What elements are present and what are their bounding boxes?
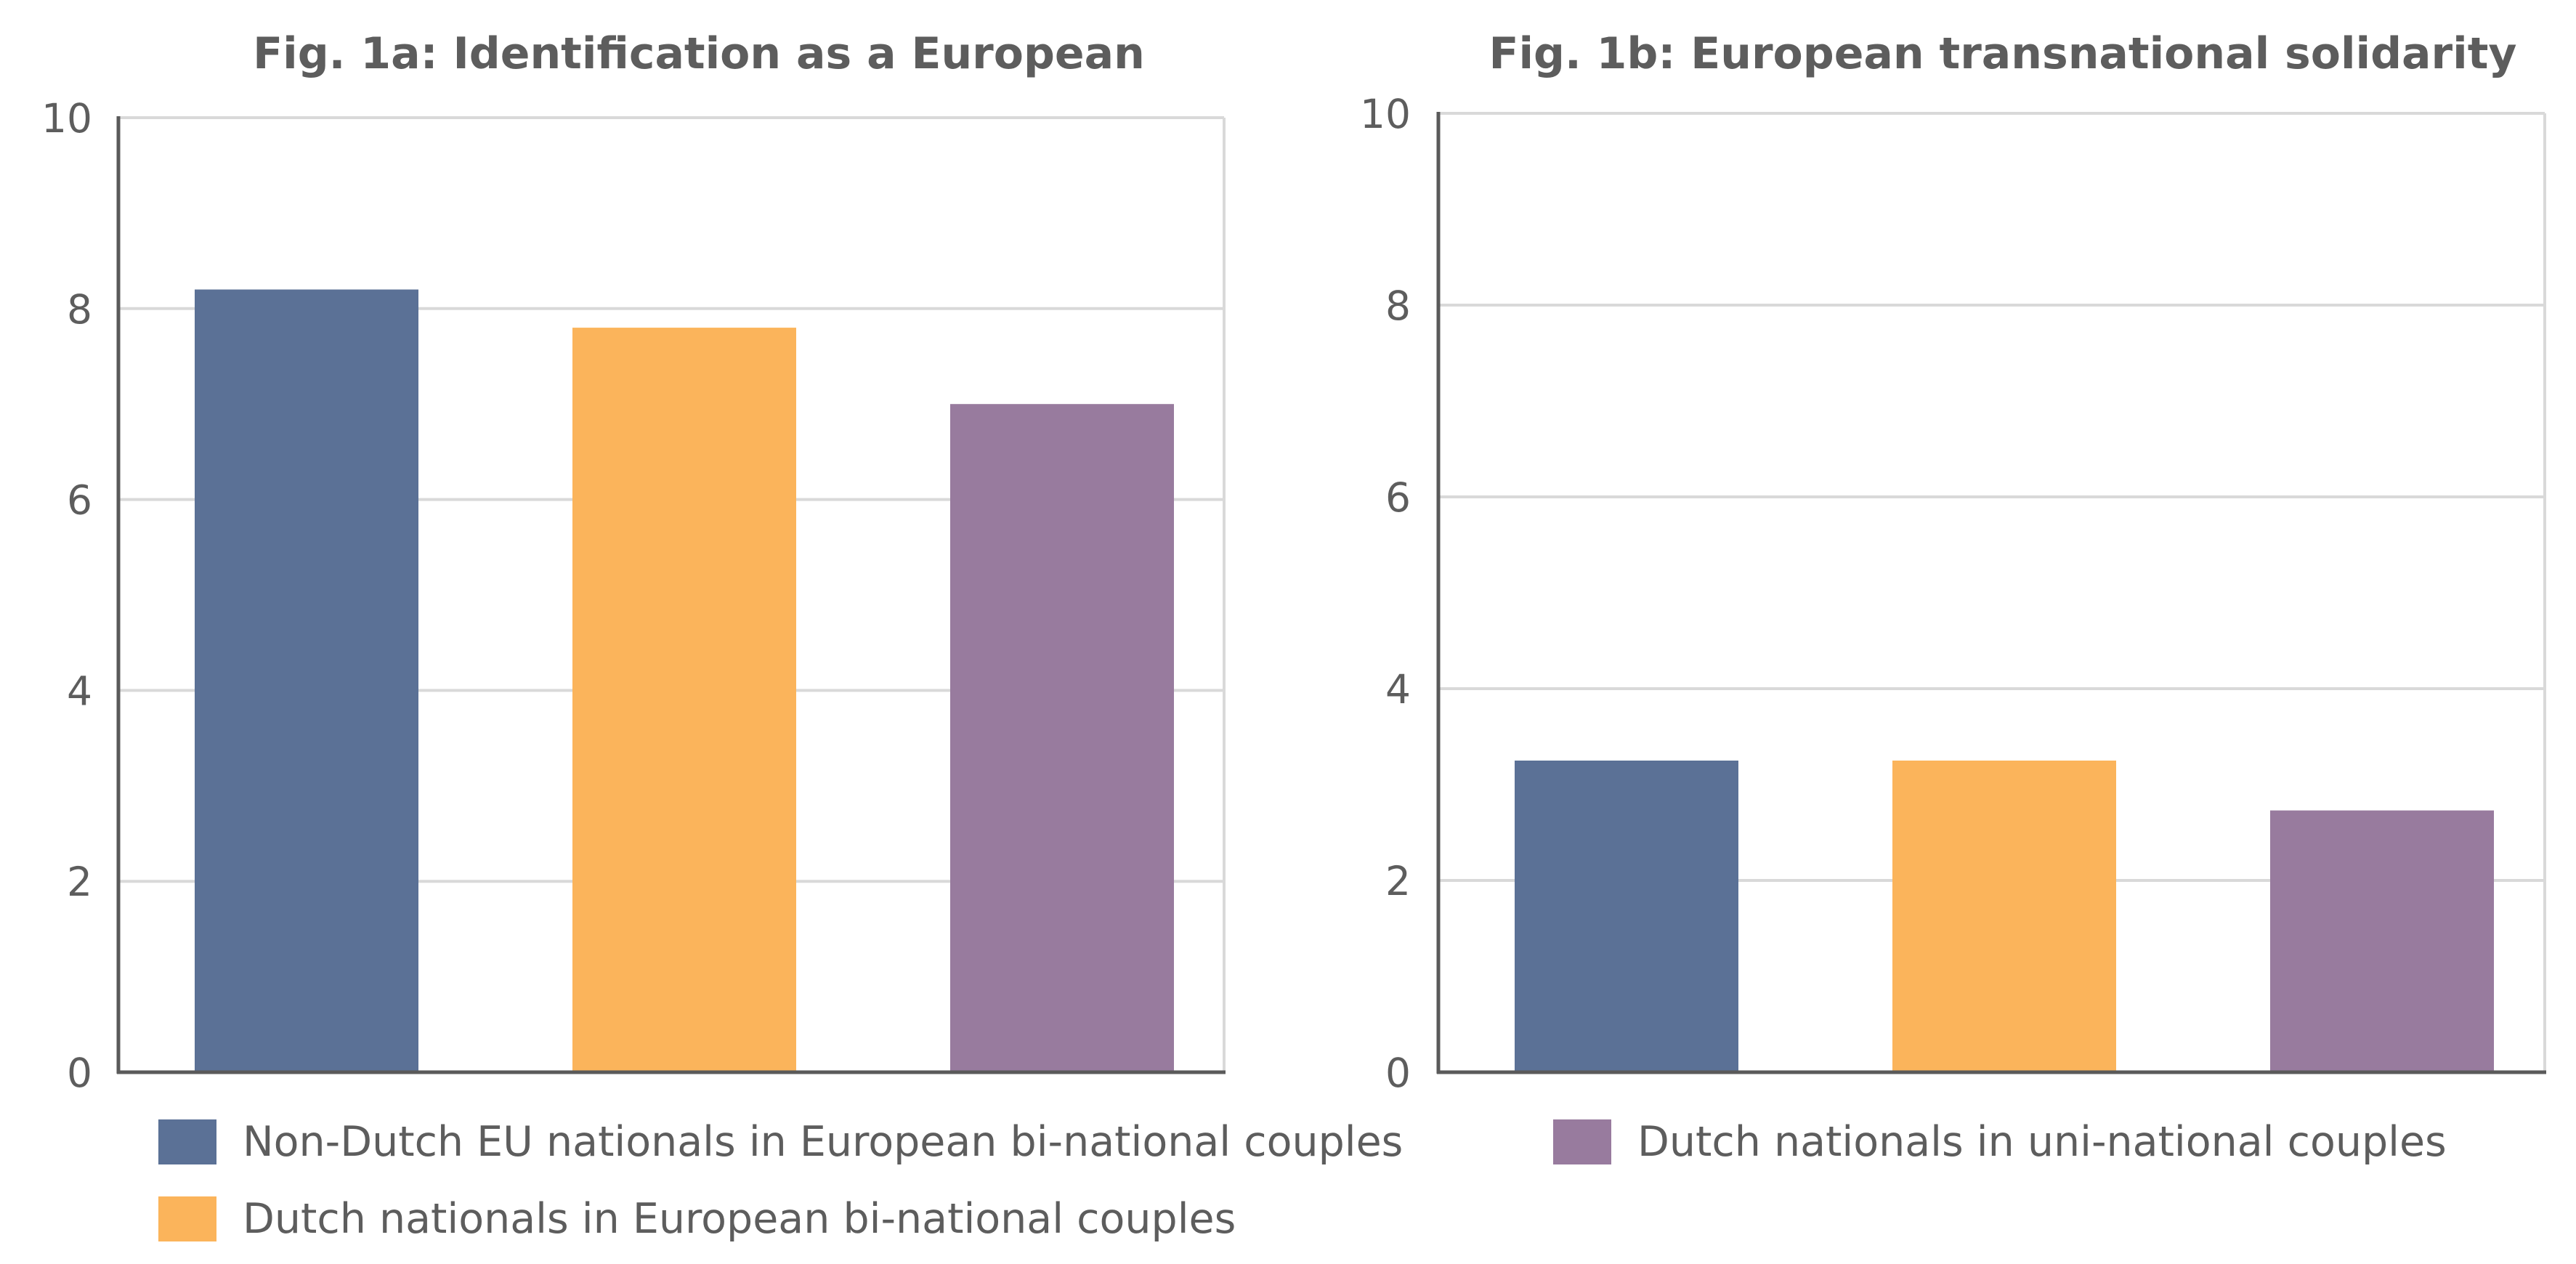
y-tick-label: 0 [67, 1050, 92, 1096]
chart-title: Fig. 1b: European transnational solidari… [1489, 28, 2517, 79]
y-tick-label: 10 [1360, 91, 1411, 137]
y-tick-label: 2 [67, 859, 92, 905]
y-tick-label: 10 [41, 95, 92, 142]
y-tick-label: 6 [67, 477, 92, 524]
y-tick-label: 8 [67, 286, 92, 333]
y-tick-label: 6 [1385, 474, 1411, 521]
bar-dutch-uni-national [950, 404, 1174, 1072]
bar-dutch-uni-national [2270, 810, 2494, 1072]
y-tick-label: 4 [1385, 666, 1411, 713]
chart-panel-identification: Fig. 1a: Identification as a European 0 2 4… [41, 28, 1226, 1096]
chart-title: Fig. 1a: Identification as a European [253, 28, 1145, 79]
bar-non-dutch-eu-bi-national [1515, 761, 1738, 1072]
chart-panel-solidarity: Fig. 1b: European transnational solidari… [1360, 28, 2546, 1096]
y-tick-label: 0 [1385, 1050, 1411, 1096]
y-tick-label: 8 [1385, 283, 1411, 329]
y-tick-label: 4 [67, 668, 92, 714]
bar-non-dutch-eu-bi-national [195, 289, 418, 1072]
bar-dutch-bi-national [572, 328, 796, 1073]
bar-dutch-bi-national [1892, 761, 2116, 1072]
y-tick-label: 2 [1385, 858, 1411, 904]
